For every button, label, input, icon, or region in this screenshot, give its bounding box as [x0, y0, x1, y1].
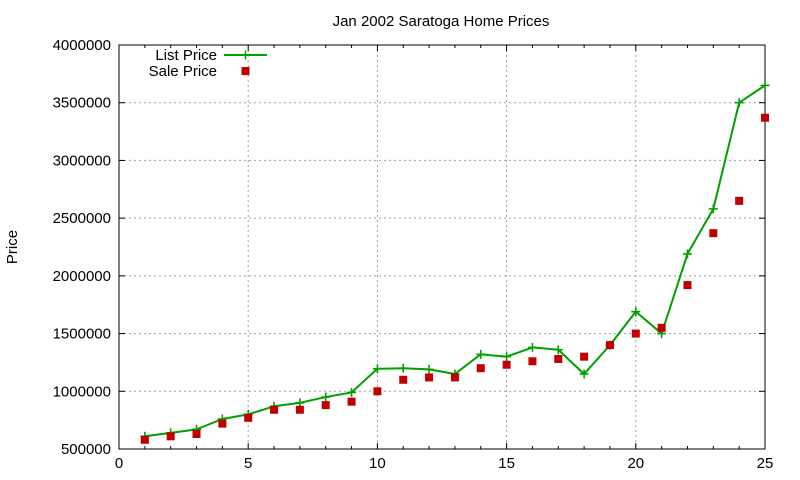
sale-price-point — [580, 352, 589, 361]
grid — [119, 45, 765, 449]
y-tick-label: 1000000 — [53, 383, 111, 400]
y-axis-label: Price — [4, 230, 21, 264]
sale-price-point — [502, 360, 511, 369]
sale-price-point — [528, 357, 537, 366]
sale-price-point — [657, 323, 666, 332]
sale-price-point — [347, 397, 356, 406]
plot-frame — [118, 44, 766, 450]
list-price-point — [631, 307, 641, 317]
sale-price-point — [295, 405, 304, 414]
sale-price-point — [476, 364, 485, 373]
sale-price-point — [399, 375, 408, 384]
y-tick-label: 3000000 — [53, 152, 111, 169]
sale-price-point — [605, 341, 614, 350]
series — [140, 80, 770, 444]
y-tick-label: 4000000 — [53, 37, 111, 54]
list-price-point — [424, 364, 434, 374]
legend-square-swatch — [241, 67, 250, 75]
sale-price-point — [450, 373, 459, 382]
list-price-point — [760, 80, 770, 90]
sale-price-point — [321, 401, 330, 410]
sale-price-point — [270, 405, 279, 414]
sale-price-point — [735, 196, 744, 205]
y-tick-label: 1500000 — [53, 326, 111, 343]
list-price-point — [398, 363, 408, 373]
series-line-list-price — [144, 84, 766, 438]
sale-price-point — [192, 429, 201, 438]
sale-price-point — [373, 387, 382, 396]
list-price-point — [579, 369, 589, 379]
chart-title: Jan 2002 Saratoga Home Prices — [333, 13, 550, 30]
list-price-point — [553, 345, 563, 355]
sale-price-point — [244, 413, 253, 422]
sale-price-point — [631, 329, 640, 338]
x-tick-label: 5 — [244, 455, 252, 472]
x-tick-label: 15 — [498, 455, 515, 472]
x-tick-label: 0 — [115, 455, 123, 472]
sale-price-point — [761, 113, 769, 122]
y-tick-label: 3500000 — [53, 95, 111, 112]
list-price-point — [682, 249, 692, 259]
x-tick-label: 20 — [627, 455, 644, 472]
list-price-point — [476, 349, 486, 359]
y-tick-label: 2000000 — [53, 268, 111, 285]
list-price-point — [502, 352, 512, 362]
list-price-point — [372, 364, 382, 374]
legend-plus-marker — [241, 50, 250, 60]
y-tick-label: 500000 — [61, 441, 111, 458]
sale-price-point — [166, 432, 175, 441]
list-price-point — [347, 387, 357, 397]
sale-price-point — [683, 281, 692, 290]
list-price-point — [734, 98, 744, 108]
sale-price-point — [218, 419, 227, 428]
list-price-point — [527, 342, 537, 352]
y-tick-label: 2500000 — [53, 210, 111, 227]
legend-label: List Price — [155, 47, 217, 64]
sale-price-point — [425, 373, 434, 382]
x-tick-label: 25 — [757, 455, 774, 472]
sale-price-point — [709, 229, 718, 238]
list-price-point — [708, 204, 718, 214]
x-tick-label: 10 — [369, 455, 386, 472]
sale-price-point — [140, 435, 149, 444]
sale-price-point — [554, 354, 563, 363]
list-price-point — [321, 392, 331, 402]
legend-label: Sale Price — [149, 63, 217, 80]
axes: 0 5 10 15 20 25 500000 1000000 1500000 2000000 250… — [53, 37, 774, 472]
